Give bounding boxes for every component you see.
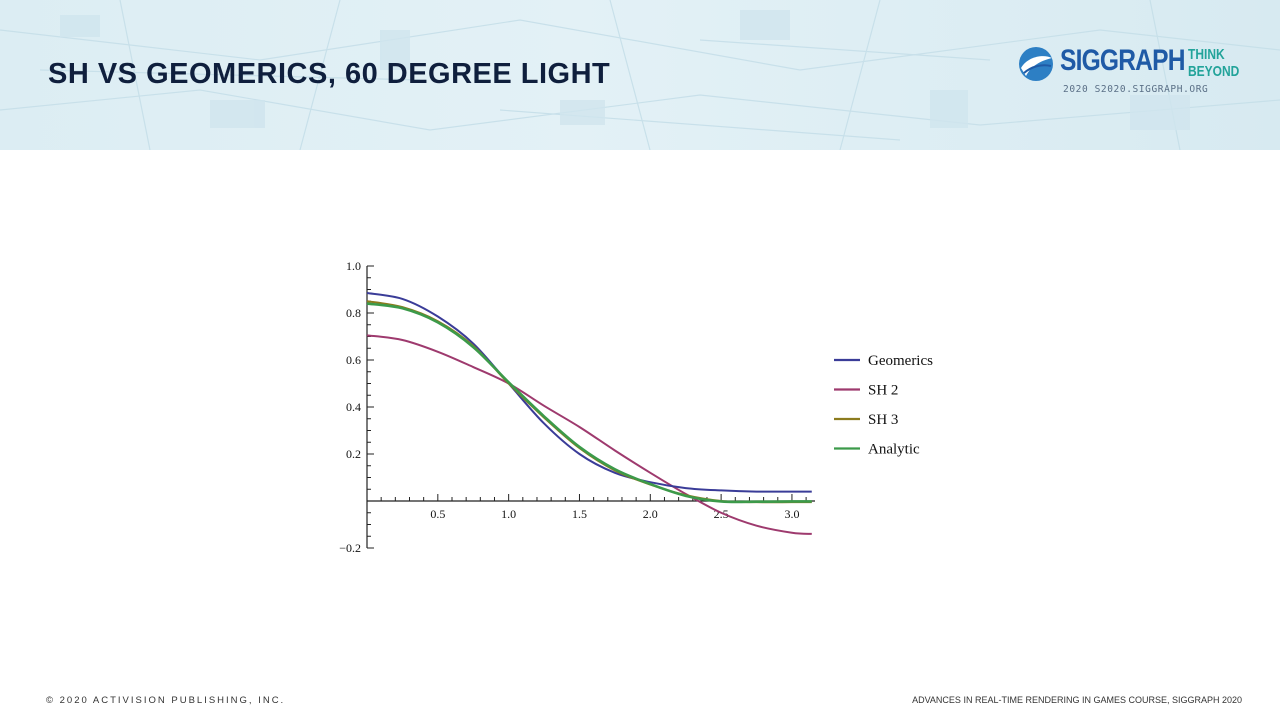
siggraph-swirl-icon (1019, 47, 1053, 81)
series-line-geomerics (366, 292, 812, 493)
series-line-sh-3 (366, 300, 812, 504)
logo-tagline: THINK BEYOND (1188, 46, 1240, 80)
x-tick-label: 1.5 (572, 507, 587, 521)
footer-copyright: © 2020 ACTIVISION PUBLISHING, INC. (46, 695, 286, 706)
x-tick-label: 1.0 (501, 507, 516, 521)
slide-title: SH VS GEOMERICS, 60 DEGREE LIGHT (48, 58, 611, 90)
logo-tagline-beyond: BEYOND (1188, 63, 1240, 80)
legend-label-analytic: Analytic (868, 442, 920, 458)
logo-tagline-think: THINK (1188, 46, 1225, 63)
y-tick-label: 0.6 (346, 353, 361, 367)
series-line-sh-2 (366, 334, 812, 535)
x-tick-label: 0.5 (430, 507, 445, 521)
logo-subtext: 2020 S2020.SIGGRAPH.ORG (1063, 84, 1209, 95)
logo-wordmark: SIGGRAPH (1060, 44, 1185, 77)
x-tick-label: 2.0 (643, 507, 658, 521)
legend-label-sh-3: SH 3 (868, 412, 898, 428)
legend-label-geomerics: Geomerics (868, 353, 933, 369)
siggraph-logo: SIGGRAPH THINK BEYOND 2020 S2020.SIGGRAP… (1016, 44, 1241, 102)
line-chart: 0.5 1.0 1.5 2.0 2.5 3.0−0.20.20.40.60.81.0Geo… (339, 259, 933, 555)
y-tick-label: 1.0 (346, 259, 361, 273)
header-banner: SH VS GEOMERICS, 60 DEGREE LIGHT SIGGRAP… (0, 0, 1280, 150)
legend-label-sh-2: SH 2 (868, 383, 898, 399)
x-tick-label: 3.0 (784, 507, 799, 521)
y-tick-label: 0.8 (346, 306, 361, 320)
series-line-analytic (366, 302, 812, 504)
y-tick-label: 0.4 (346, 400, 361, 414)
footer-course: ADVANCES IN REAL-TIME RENDERING IN GAMES… (912, 695, 1242, 705)
city-map-background (0, 0, 1280, 150)
y-tick-label: −0.2 (339, 541, 361, 555)
y-tick-label: 0.2 (346, 447, 361, 461)
